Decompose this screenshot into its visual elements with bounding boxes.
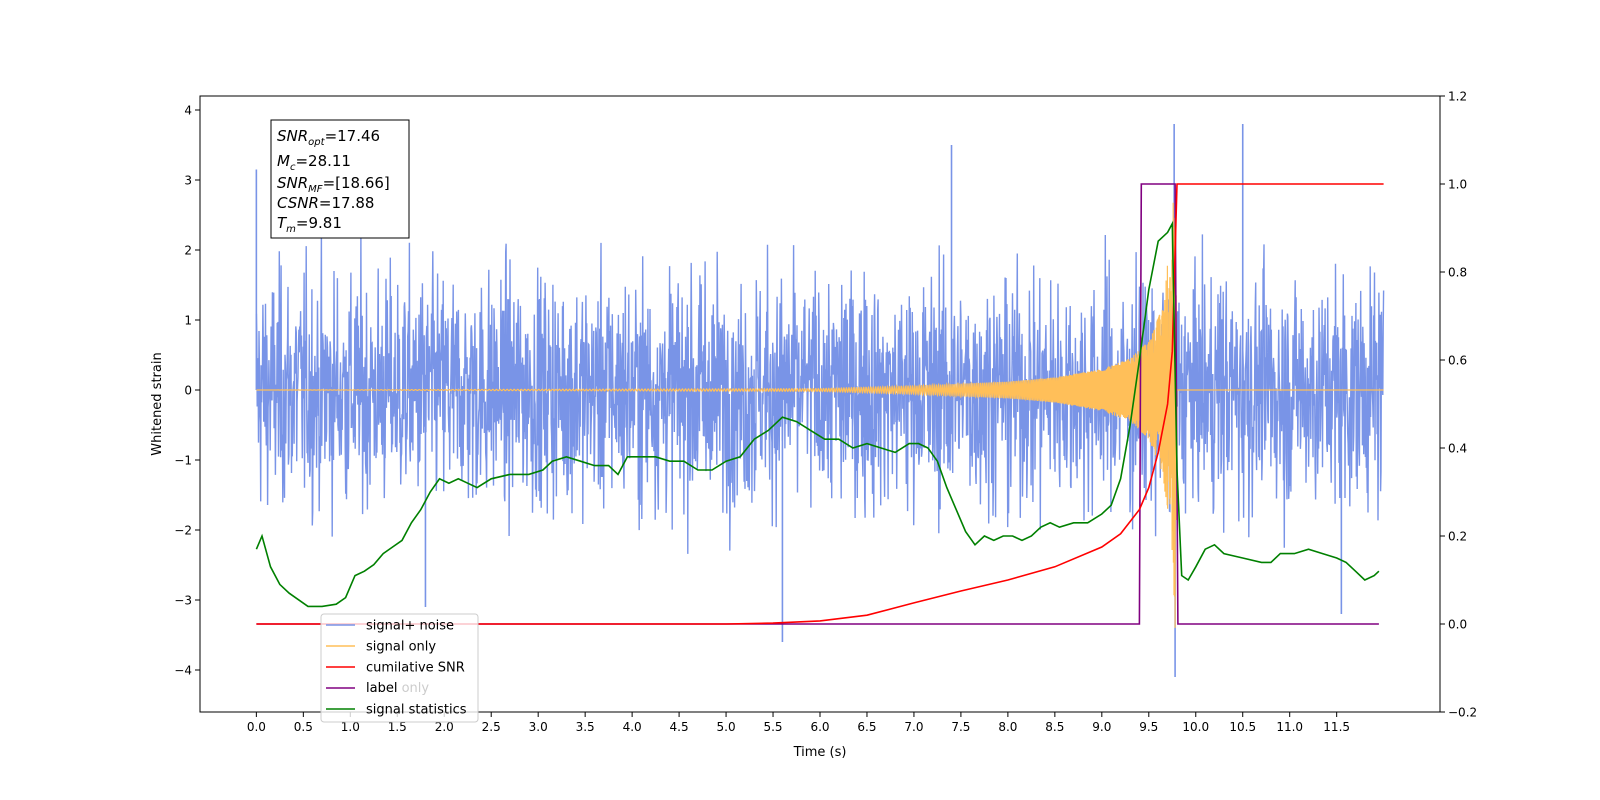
x-tick-label: 4.0 bbox=[623, 720, 642, 734]
y-tick-label-right: 1.2 bbox=[1448, 90, 1467, 104]
x-tick-label: 5.5 bbox=[763, 720, 782, 734]
y-tick-label-left: 0 bbox=[184, 384, 192, 398]
overlay-series bbox=[255, 183, 1384, 625]
annotation-tm: Tm=9.81 bbox=[277, 214, 342, 235]
x-tick-label: 4.5 bbox=[670, 720, 689, 734]
x-tick-label: 3.5 bbox=[576, 720, 595, 734]
legend-label-signal-noise: signal+ noise bbox=[366, 619, 454, 634]
y-tick-label-left: 4 bbox=[184, 104, 192, 118]
x-tick-label: 3.0 bbox=[529, 720, 548, 734]
y-tick-label-left: 3 bbox=[184, 174, 192, 188]
signal-only-series bbox=[256, 202, 1384, 628]
x-axis-label: Time (s) bbox=[793, 745, 847, 760]
y-tick-label-left: −1 bbox=[174, 454, 192, 468]
y-tick-label-right: 0.8 bbox=[1448, 266, 1467, 280]
y-tick-label-right: 0.6 bbox=[1448, 354, 1467, 368]
y-tick-label-left: 1 bbox=[184, 314, 192, 328]
y-tick-label-right: 0.0 bbox=[1448, 618, 1467, 632]
x-tick-label: 11.0 bbox=[1276, 720, 1303, 734]
y-tick-label-right: 1.0 bbox=[1448, 178, 1467, 192]
annotation-snr-mf: SNRMF=[18.66] bbox=[277, 174, 390, 195]
x-tick-label: 0.5 bbox=[294, 720, 313, 734]
y-tick-label-right: −0.2 bbox=[1448, 706, 1477, 720]
x-tick-label: 1.5 bbox=[388, 720, 407, 734]
x-tick-label: 1.0 bbox=[341, 720, 360, 734]
x-tick-label: 9.0 bbox=[1092, 720, 1111, 734]
label-line bbox=[256, 183, 1379, 625]
y-tick-label-left: −2 bbox=[174, 524, 192, 538]
cumulative-snr-line bbox=[256, 183, 1384, 625]
y-tick-label-left: 2 bbox=[184, 244, 192, 258]
y-tick-label-right: 0.4 bbox=[1448, 442, 1467, 456]
x-tick-label: 2.5 bbox=[482, 720, 501, 734]
annotation-csnr: CSNR=17.88 bbox=[277, 194, 374, 212]
x-tick-label: 7.0 bbox=[904, 720, 923, 734]
legend-label-label: label bbox=[366, 681, 397, 696]
x-tick-label: 9.5 bbox=[1139, 720, 1158, 734]
x-tick-label: 8.0 bbox=[998, 720, 1017, 734]
x-tick-label: 7.5 bbox=[951, 720, 970, 734]
x-tick-label: 8.5 bbox=[1045, 720, 1064, 734]
legend-label-cumulative-snr: cumilative SNR bbox=[366, 661, 465, 676]
signal-only-line bbox=[256, 202, 1384, 628]
y-tick-label-left: −3 bbox=[174, 594, 192, 608]
axis-ticks: 0.0 0.5 1.0 1.5 2.0 2.5 3.0 3.5 4.0 4.5 5.0 5.5 6.0 6… bbox=[174, 90, 1477, 735]
x-tick-label: 5.0 bbox=[717, 720, 736, 734]
annotation-box: SNRopt=17.46 Mc=28.11 SNRMF=[18.66] CSNR… bbox=[270, 119, 410, 239]
x-tick-label: 10.5 bbox=[1229, 720, 1256, 734]
x-tick-label: 10.0 bbox=[1182, 720, 1209, 734]
x-tick-label: 0.0 bbox=[247, 720, 266, 734]
legend: signal+ noise signal only cumilative SNR… bbox=[320, 613, 479, 723]
signal-noise-line bbox=[255, 231, 1385, 554]
x-tick-label: 11.5 bbox=[1323, 720, 1350, 734]
legend-label-label-only: label only bbox=[366, 681, 429, 696]
legend-label-signal-only: signal only bbox=[366, 640, 436, 655]
y-tick-label-left: −4 bbox=[174, 664, 192, 678]
y-tick-label-right: 0.2 bbox=[1448, 530, 1467, 544]
x-tick-label: 2.0 bbox=[435, 720, 454, 734]
x-tick-label: 6.5 bbox=[857, 720, 876, 734]
annotation-chirp-mass: Mc=28.11 bbox=[277, 152, 351, 173]
legend-label-signal-statistics: signal statistics bbox=[366, 703, 467, 718]
y-axis-label: Whitened strain bbox=[150, 352, 165, 455]
annotation-snr-opt: SNRopt=17.46 bbox=[277, 127, 380, 148]
x-tick-label: 6.0 bbox=[810, 720, 829, 734]
signal-statistics-line bbox=[255, 220, 1380, 608]
signal-noise-series bbox=[255, 124, 1385, 677]
